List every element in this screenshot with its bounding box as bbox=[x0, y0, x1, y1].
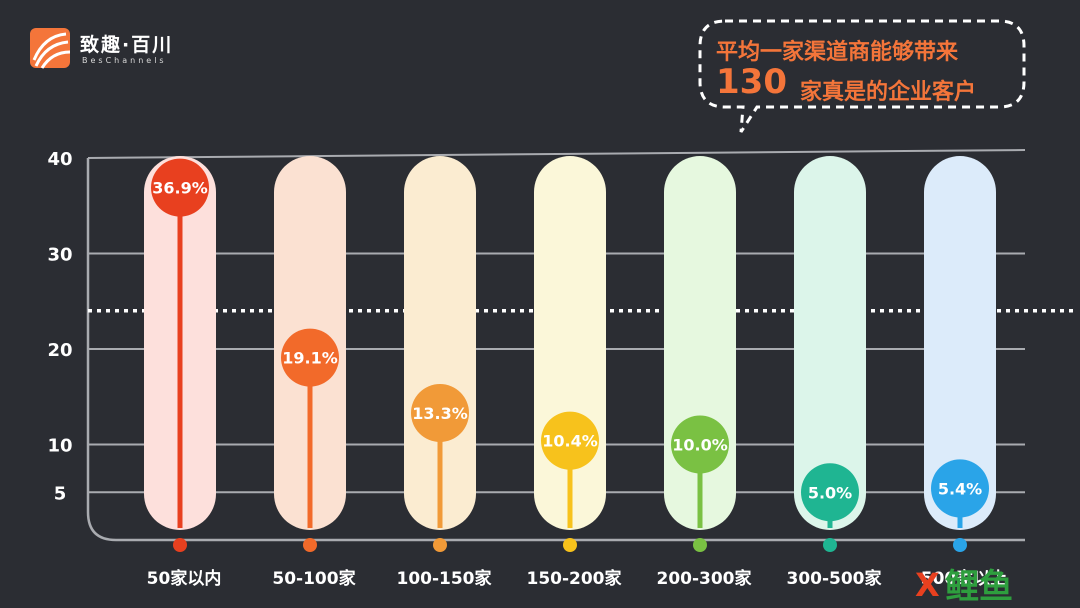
callout-number: 130 bbox=[716, 62, 787, 102]
callout-line1: 平均一家渠道商能够带来 bbox=[716, 40, 959, 65]
bar-value-circle bbox=[541, 411, 599, 470]
bar-value-label: 5.4% bbox=[938, 479, 982, 498]
category-label: 300-500家 bbox=[786, 568, 881, 589]
bar-value-circle bbox=[281, 328, 339, 387]
svg-text:X: X bbox=[915, 566, 940, 604]
bar-value-circle bbox=[411, 383, 469, 442]
callout-bubble bbox=[698, 19, 1026, 133]
category-dot bbox=[433, 538, 447, 552]
logo-name-cn: 致趣·百川 bbox=[80, 34, 174, 56]
y-tick-label: 5 bbox=[54, 483, 67, 504]
axis-frame bbox=[86, 158, 1025, 542]
bar-value-label: 19.1% bbox=[282, 349, 338, 368]
bar-value-circle bbox=[801, 463, 859, 522]
logo: 致趣·百川 BesChannels bbox=[28, 26, 198, 72]
category-label: 150-200家 bbox=[526, 568, 621, 589]
callout-line2: 家真是的企业客户 bbox=[800, 80, 977, 105]
grid-line bbox=[87, 149, 1026, 159]
category-dot bbox=[693, 538, 707, 552]
category-dot bbox=[953, 538, 967, 552]
y-tick-label: 30 bbox=[47, 245, 72, 266]
category-dot bbox=[563, 538, 577, 552]
bar-value-label: 36.9% bbox=[152, 179, 208, 198]
category-label: 200-300家 bbox=[656, 568, 751, 589]
category-label: 50-100家 bbox=[272, 568, 355, 589]
bar-value-circle bbox=[931, 459, 989, 518]
bar-value-label: 5.0% bbox=[808, 483, 852, 502]
category-label: 500家以上 bbox=[921, 568, 1008, 589]
svg-text:鲤鱼: 鲤鱼 bbox=[945, 567, 1013, 604]
bar-pill bbox=[404, 156, 476, 530]
logo-name-en: BesChannels bbox=[82, 56, 167, 65]
category-dot bbox=[823, 538, 837, 552]
bar-pill bbox=[924, 156, 996, 530]
category-label: 100-150家 bbox=[396, 568, 491, 589]
category-dot bbox=[173, 538, 187, 552]
category-dot bbox=[303, 538, 317, 552]
bar-value-label: 10.4% bbox=[542, 432, 598, 451]
bar-value-label: 13.3% bbox=[412, 404, 468, 423]
category-label: 50家以内 bbox=[147, 568, 222, 589]
bar-value-circle bbox=[671, 415, 729, 474]
y-tick-label: 10 bbox=[47, 436, 72, 457]
logo-mark-icon bbox=[30, 28, 71, 69]
y-tick-label: 20 bbox=[47, 340, 72, 361]
bar-value-label: 10.0% bbox=[672, 436, 728, 455]
bar-pill bbox=[794, 156, 866, 530]
y-tick-label: 40 bbox=[47, 149, 72, 170]
bar-value-circle bbox=[151, 158, 209, 217]
watermark-logo-icon: X 鲤鱼 bbox=[915, 566, 1013, 604]
